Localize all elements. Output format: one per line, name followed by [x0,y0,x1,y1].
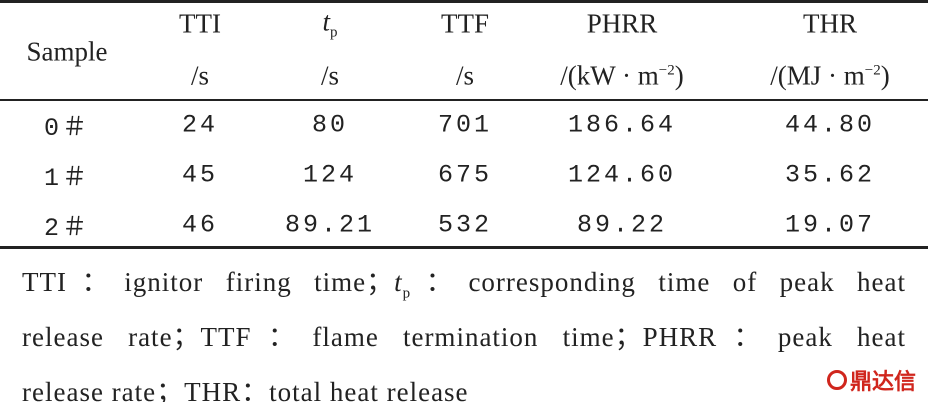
header-cell: PHRR [587,9,658,40]
footnote-line: release rate；TTF：flame termination time；… [22,315,906,354]
header-cell: tp [322,6,337,41]
header-rule [0,99,928,101]
watermark-text: 鼎达信 [849,370,916,395]
table-cell: 19.07 [784,210,876,240]
text-run: /(MJ · m [770,60,865,91]
header-cell: THR [803,9,857,40]
table-cell: 124.60 [567,160,677,190]
footnote-line: release rate；THR：total heat release [22,370,906,402]
table-cell: 44.80 [784,110,876,140]
symbol: t [322,6,331,37]
table-cell: 45 [181,160,219,190]
table-cell: 0＃ [43,114,91,143]
header-cell: TTI [179,9,221,40]
text-run: /s [320,60,340,91]
table-cell: 24 [181,110,219,140]
text-run: ：corresponding time of peak heat [411,267,906,297]
superscript: −2 [864,62,881,79]
table-cell: 186.64 [567,110,677,140]
text-run: ) [674,60,684,91]
header-cell: Sample [26,36,108,67]
text-run: /s [190,60,210,91]
text-run: release rate；THR：total heat release [22,377,469,402]
top-rule [0,0,928,3]
text-run: TTI [179,8,221,39]
watermark-logo [826,370,847,390]
unit-cell: /s [191,61,209,92]
unit-cell: /s [456,61,474,92]
unit-cell: /s [321,61,339,92]
table-cell: 701 [437,110,493,140]
bottom-rule [0,246,928,249]
text-run: release rate；TTF：flame termination time；… [22,322,906,352]
table-cell: 80 [311,110,349,140]
header-cell: TTF [441,9,489,40]
watermark: 鼎达信 [826,364,916,396]
table-cell: 46 [181,210,219,240]
subscript: p [330,24,338,41]
unit-cell: /(MJ · m−2) [770,61,889,92]
text-run: ) [880,60,890,91]
table-cell: 35.62 [784,160,876,190]
text-run: TTI：ignitor firing time； [22,267,395,297]
table-cell: 1＃ [43,164,91,193]
text-run: /(kW · m [560,60,659,91]
table-cell: 124 [302,160,358,190]
text-run: /s [455,60,475,91]
table-cell: 675 [437,160,493,190]
unit-cell: /(kW · m−2) [560,61,683,92]
text-run: PHRR [586,8,658,39]
table-cell: 89.21 [284,210,376,240]
table-cell: 532 [437,210,493,240]
superscript: −2 [658,62,675,79]
text-run: TTF [440,8,490,39]
symbol: t [394,267,403,297]
table-cell: 89.22 [576,210,668,240]
subscript: p [402,285,412,302]
footnote-line: TTI：ignitor firing time；tp：corresponding… [22,260,906,302]
text-run: THR [803,8,857,39]
table-cell: 2＃ [43,214,91,243]
